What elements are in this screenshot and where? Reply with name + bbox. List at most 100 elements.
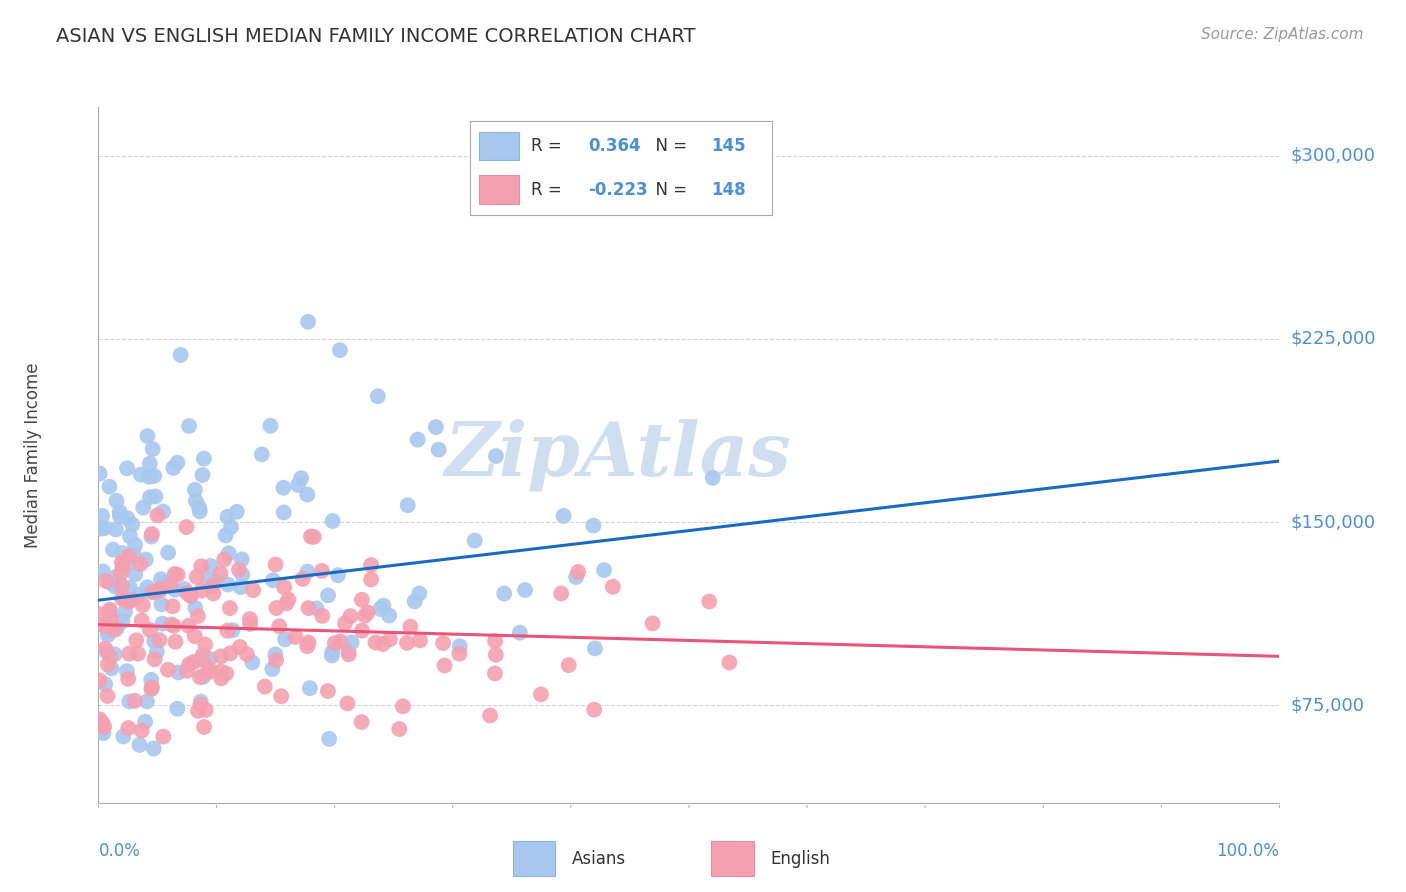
Point — [322, 514, 344, 528]
Point — [340, 635, 363, 649]
Point — [111, 560, 134, 574]
Point — [329, 634, 352, 648]
Point — [565, 570, 588, 584]
Point — [217, 509, 239, 524]
Point — [302, 530, 325, 544]
Point — [97, 624, 120, 638]
Point — [124, 694, 146, 708]
Point — [176, 664, 198, 678]
Point — [188, 504, 211, 518]
Point — [388, 722, 411, 736]
Point — [96, 645, 118, 659]
Point — [124, 538, 146, 552]
Point — [190, 695, 212, 709]
Point — [176, 520, 198, 534]
Bar — [711, 841, 754, 876]
Point — [184, 600, 207, 615]
Point — [264, 648, 287, 662]
Point — [718, 656, 741, 670]
Point — [142, 442, 165, 456]
Point — [229, 640, 252, 654]
Point — [105, 621, 128, 635]
Point — [513, 582, 536, 597]
Point — [97, 657, 120, 672]
Point — [337, 648, 360, 662]
Point — [148, 633, 170, 648]
Text: 100.0%: 100.0% — [1216, 842, 1279, 860]
Point — [274, 632, 297, 647]
Point — [117, 721, 139, 735]
Point — [298, 681, 321, 695]
Point — [273, 580, 295, 594]
Point — [425, 420, 447, 434]
Point — [96, 689, 118, 703]
Point — [200, 558, 222, 573]
Point — [166, 568, 188, 582]
Point — [149, 572, 172, 586]
Point — [273, 506, 295, 520]
Point — [209, 649, 232, 664]
Point — [142, 741, 165, 756]
Point — [127, 647, 149, 661]
Point — [98, 605, 121, 619]
Point — [191, 648, 214, 662]
Point — [231, 552, 253, 566]
Point — [118, 581, 141, 595]
Point — [129, 558, 152, 572]
Point — [187, 609, 209, 624]
Point — [702, 471, 724, 485]
Point — [209, 566, 232, 581]
Point — [159, 579, 181, 593]
Point — [146, 508, 169, 523]
Point — [143, 469, 166, 483]
Point — [228, 563, 250, 577]
Point — [184, 629, 207, 643]
Point — [98, 480, 121, 494]
Point — [550, 586, 572, 600]
Point — [217, 577, 239, 591]
Point — [134, 714, 156, 729]
Point — [193, 720, 215, 734]
Point — [371, 637, 394, 651]
Point — [219, 520, 242, 534]
Point — [583, 703, 606, 717]
Point — [290, 471, 312, 485]
Point — [177, 419, 200, 434]
Point — [104, 523, 127, 537]
Point — [209, 665, 232, 679]
Point — [186, 570, 208, 584]
Point — [316, 588, 339, 602]
Point — [179, 589, 201, 603]
Point — [264, 558, 287, 572]
Point — [184, 494, 207, 508]
Point — [115, 664, 138, 678]
Point — [262, 574, 284, 588]
Point — [93, 619, 115, 633]
Point — [146, 645, 169, 659]
Point — [350, 592, 373, 607]
Point — [190, 583, 212, 598]
Point — [98, 575, 121, 590]
Point — [364, 635, 387, 649]
Point — [277, 592, 299, 607]
Point — [641, 616, 664, 631]
Point — [89, 607, 111, 622]
Point — [194, 638, 217, 652]
Point — [111, 591, 134, 606]
Point — [117, 672, 139, 686]
Point — [259, 418, 281, 433]
Point — [118, 529, 141, 543]
Point — [125, 633, 148, 648]
Point — [409, 633, 432, 648]
Point — [197, 573, 219, 587]
Point — [148, 583, 170, 598]
Point — [167, 665, 190, 680]
Point — [583, 641, 606, 656]
Point — [198, 665, 221, 679]
Point — [89, 723, 111, 738]
Point — [91, 565, 114, 579]
Point — [212, 552, 235, 566]
Point — [217, 624, 239, 638]
Point — [354, 608, 377, 623]
Point — [297, 601, 319, 615]
